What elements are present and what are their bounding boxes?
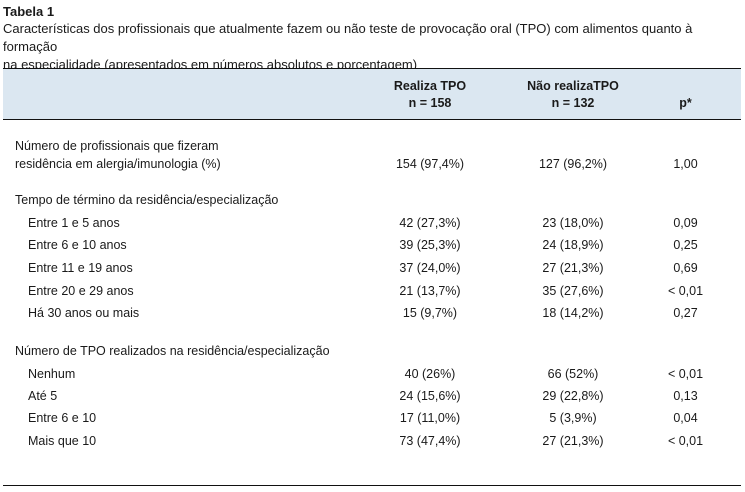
row-section-label: Tempo de término da residência/especiali…	[15, 193, 279, 207]
header-realiza-tpo-label: Realiza TPO	[393, 79, 467, 93]
table-row: Até 5 24 (15,6%) 29 (22,8%) 0,13	[3, 387, 741, 405]
table-row: Número de profissionais que fizeram	[3, 137, 741, 155]
cell-p-value: 0,13	[673, 389, 698, 403]
row-label: Entre 20 e 29 anos	[28, 284, 134, 298]
row-label: Entre 1 e 5 anos	[28, 216, 120, 230]
cell-nao-realiza-tpo: 5 (3,9%)	[549, 411, 597, 425]
row-section-label: Número de TPO realizados na residência/e…	[15, 344, 330, 358]
row-label: Mais que 10	[28, 434, 97, 448]
table-row: Entre 20 e 29 anos 21 (13,7%) 35 (27,6%)…	[3, 282, 741, 300]
header-p-value: p*	[679, 96, 692, 110]
cell-realiza-tpo: 154 (97,4%)	[395, 157, 465, 171]
cell-nao-realiza-tpo: 18 (14,2%)	[542, 306, 604, 320]
cell-realiza-tpo: 37 (24,0%)	[399, 261, 461, 275]
cell-realiza-tpo: 73 (47,4%)	[399, 434, 461, 448]
cell-p-value: 0,69	[673, 261, 698, 275]
table-row: Há 30 anos ou mais 15 (9,7%) 18 (14,2%) …	[3, 304, 741, 322]
cell-realiza-tpo: 24 (15,6%)	[399, 389, 461, 403]
cell-nao-realiza-tpo: 27 (21,3%)	[542, 261, 604, 275]
header-nao-realiza-tpo-label: Não realizaTPO	[527, 79, 619, 93]
row-label: Entre 6 e 10	[28, 411, 97, 425]
cell-nao-realiza-tpo: 127 (96,2%)	[538, 157, 608, 171]
cell-p-value: < 0,01	[667, 284, 704, 298]
cell-p-value: < 0,01	[667, 434, 704, 448]
cell-p-value: 0,27	[673, 306, 698, 320]
row-label: Até 5	[28, 389, 58, 403]
cell-p-value: 1,00	[673, 157, 698, 171]
header-nao-realiza-tpo: Não realizaTPO n = 132	[513, 78, 633, 112]
cell-p-value: < 0,01	[667, 367, 704, 381]
header-nao-realiza-tpo-n: n = 132	[551, 96, 595, 110]
header-realiza-tpo-n: n = 158	[408, 96, 452, 110]
data-table: Realiza TPO n = 158 Não realizaTPO n = 1…	[3, 68, 741, 486]
row-label: Número de profissionais que fizeram	[15, 139, 219, 153]
table-row: Tempo de término da residência/especiali…	[3, 191, 741, 209]
table-row: Nenhum 40 (26%) 66 (52%) < 0,01	[3, 365, 741, 383]
table-row: Entre 6 e 10 17 (11,0%) 5 (3,9%) 0,04	[3, 409, 741, 427]
table-row: Mais que 10 73 (47,4%) 27 (21,3%) < 0,01	[3, 432, 741, 450]
header-realiza-tpo: Realiza TPO n = 158	[375, 78, 485, 112]
cell-nao-realiza-tpo: 27 (21,3%)	[542, 434, 604, 448]
cell-nao-realiza-tpo: 23 (18,0%)	[542, 216, 604, 230]
cell-realiza-tpo: 15 (9,7%)	[402, 306, 458, 320]
cell-p-value: 0,09	[673, 216, 698, 230]
table-title: Tabela 1	[3, 4, 55, 19]
cell-realiza-tpo: 42 (27,3%)	[399, 216, 461, 230]
row-label: Há 30 anos ou mais	[28, 306, 140, 320]
row-label: Nenhum	[28, 367, 76, 381]
table-description-line-1: Características dos profissionais que at…	[3, 21, 693, 54]
table-row: Entre 1 e 5 anos 42 (27,3%) 23 (18,0%) 0…	[3, 214, 741, 232]
table-top-rule	[3, 68, 741, 69]
table-header: Realiza TPO n = 158 Não realizaTPO n = 1…	[3, 69, 741, 119]
cell-realiza-tpo: 17 (11,0%)	[399, 411, 461, 425]
cell-nao-realiza-tpo: 66 (52%)	[547, 367, 599, 381]
row-label: Entre 6 e 10 anos	[28, 238, 127, 252]
cell-p-value: 0,04	[673, 411, 698, 425]
row-label: residência em alergia/imunologia (%)	[15, 157, 221, 171]
cell-realiza-tpo: 39 (25,3%)	[399, 238, 461, 252]
table-row: Entre 11 e 19 anos 37 (24,0%) 27 (21,3%)…	[3, 259, 741, 277]
cell-nao-realiza-tpo: 24 (18,9%)	[542, 238, 604, 252]
cell-realiza-tpo: 21 (13,7%)	[399, 284, 461, 298]
table-row: Número de TPO realizados na residência/e…	[3, 342, 741, 360]
table-row: residência em alergia/imunologia (%) 154…	[3, 155, 741, 173]
table-caption: Tabela 1 Características dos profissiona…	[3, 4, 743, 74]
table-header-rule	[3, 119, 741, 120]
table-row: Entre 6 e 10 anos 39 (25,3%) 24 (18,9%) …	[3, 236, 741, 254]
cell-nao-realiza-tpo: 29 (22,8%)	[542, 389, 604, 403]
cell-realiza-tpo: 40 (26%)	[404, 367, 456, 381]
row-label: Entre 11 e 19 anos	[28, 261, 133, 275]
table-bottom-rule	[3, 485, 741, 486]
cell-nao-realiza-tpo: 35 (27,6%)	[542, 284, 604, 298]
cell-p-value: 0,25	[673, 238, 698, 252]
